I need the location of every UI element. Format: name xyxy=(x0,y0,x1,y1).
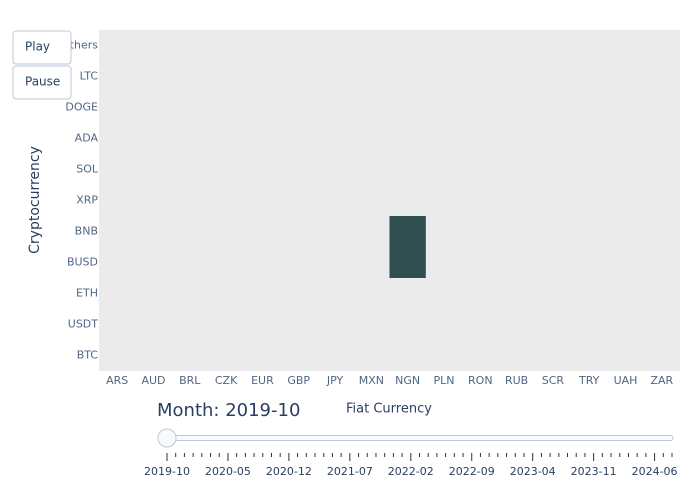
slider-tick-label: 2022-09 xyxy=(449,465,495,478)
x-tick-label: JPY xyxy=(326,374,344,387)
cells xyxy=(389,216,426,278)
slider-ticks: 2019-10 2020-05 2020-12 2021-07 2022-02 2022-… xyxy=(144,453,678,478)
x-tick-label: MXN xyxy=(359,374,384,387)
x-tick-label: GBP xyxy=(287,374,310,387)
slider-tick-label: 2023-11 xyxy=(571,465,617,478)
labels: ARS AUD BRL CZK EUR GBP JPY MXN NGN PLN RON RUB SCR T… xyxy=(61,39,674,388)
slider-track[interactable] xyxy=(161,435,674,441)
x-tick-label: BRL xyxy=(179,374,201,387)
y-tick-label: DOGE xyxy=(65,101,98,114)
x-tick-label: NGN xyxy=(395,374,420,387)
x-tick-label: TRY xyxy=(578,374,600,387)
pause-button[interactable]: Pause xyxy=(12,65,72,100)
slider-handle[interactable] xyxy=(157,428,177,448)
slider-tick-label: 2024-06 xyxy=(632,465,678,478)
x-tick-label: AUD xyxy=(141,374,165,387)
button-label: Pause xyxy=(25,75,60,89)
y-tick-label: ADA xyxy=(75,132,99,145)
x-tick-label: CZK xyxy=(215,374,238,387)
y-tick-label: SOL xyxy=(76,163,99,176)
x-tick-label: PLN xyxy=(433,374,454,387)
x-tick-label: RUB xyxy=(505,374,528,387)
y-tick-label: USDT xyxy=(68,318,99,331)
heatmap-cell xyxy=(389,247,426,278)
y-tick-label: LTC xyxy=(80,70,99,83)
x-tick-label: ZAR xyxy=(650,374,673,387)
slider-prefix: Month: xyxy=(157,400,225,421)
slider-tick-label: 2020-05 xyxy=(205,465,251,478)
x-tick-label: RON xyxy=(468,374,493,387)
slider-value: 2019-10 xyxy=(225,400,300,421)
slider-tick-label: 2019-10 xyxy=(144,465,190,478)
slider-tick-label: 2020-12 xyxy=(266,465,312,478)
plot-area xyxy=(99,30,680,371)
slider-tick-label: 2023-04 xyxy=(510,465,556,478)
y-tick-label: XRP xyxy=(76,194,98,207)
button-label: Play xyxy=(25,40,50,54)
x-tick-label: SCR xyxy=(542,374,565,387)
y-tick-label: BNB xyxy=(75,225,98,238)
y-tick-label: BUSD xyxy=(67,256,98,269)
x-tick-label: EUR xyxy=(251,374,274,387)
x-tick-label: UAH xyxy=(614,374,638,387)
play-button[interactable]: Play xyxy=(12,30,72,65)
slider-tick-label: 2021-07 xyxy=(327,465,373,478)
y-axis-title: Cryptocurrency xyxy=(27,146,43,254)
y-tick-label: ETH xyxy=(76,287,98,300)
x-tick-label: ARS xyxy=(106,374,128,387)
slider-current: Month: 2019-10 xyxy=(157,400,300,421)
slider-tick-label: 2022-02 xyxy=(388,465,434,478)
heatmap-cell xyxy=(389,216,426,247)
y-tick-label: BTC xyxy=(77,349,99,362)
x-axis-title: Fiat Currency xyxy=(346,402,432,417)
